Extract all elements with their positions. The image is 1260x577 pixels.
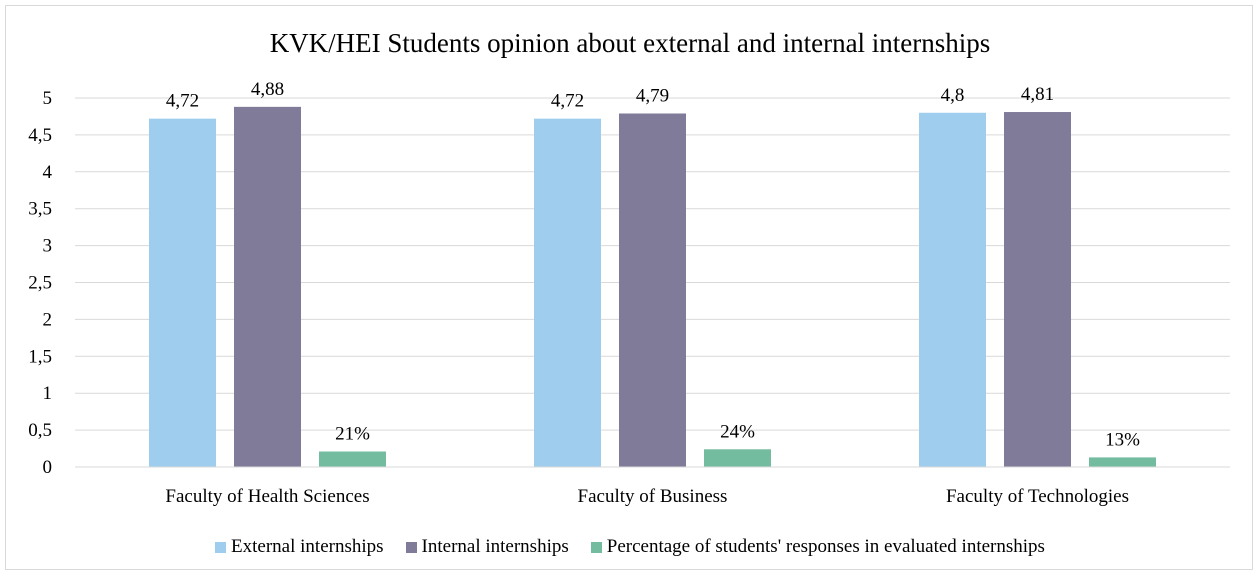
y-tick-label: 3,5 [28,199,52,220]
y-tick-label: 1 [43,383,53,404]
bar-internal [234,106,301,467]
data-label: 21% [335,424,370,445]
chart-title: KVK/HEI Students opinion about external … [269,28,991,58]
bar-internal [1004,112,1071,467]
legend-swatch-internal [405,541,417,553]
bar-percentage [319,451,386,467]
x-category-label: Faculty of Health Sciences [165,486,369,507]
data-label: 13% [1105,429,1140,450]
bar-percentage [1089,457,1156,467]
data-label: 4,88 [251,79,284,100]
bar-external [534,118,601,467]
legend-swatch-percentage [590,541,602,553]
legend-label-internal: Internal internships [421,536,569,557]
legend-label-percentage: Percentage of students' responses in eva… [606,536,1045,557]
y-tick-label: 2 [43,309,53,330]
data-label: 4,8 [941,85,965,106]
y-tick-label: 4 [43,162,53,183]
bar-internal [619,113,686,468]
bar-external [919,112,986,467]
x-category-label: Faculty of Technologies [946,486,1129,507]
legend-item-internal: Internal internships [405,536,569,558]
legend-swatch-external [215,541,227,553]
y-tick-label: 2,5 [28,273,52,294]
y-tick-label: 0,5 [28,420,52,441]
data-label: 4,72 [551,91,584,112]
y-tick-label: 5 [43,88,53,109]
data-label: 4,79 [636,85,669,106]
data-label: 4,72 [166,91,199,112]
bar-percentage [704,449,771,467]
legend-item-percentage: Percentage of students' responses in eva… [590,536,1045,558]
y-tick-label: 1,5 [28,346,52,367]
x-category-label: Faculty of Business [578,486,728,507]
data-label: 24% [720,421,755,442]
legend-item-external: External internships [215,536,384,558]
chart-legend: External internships Internal internship… [0,536,1260,558]
bar-external [149,118,216,467]
y-tick-label: 4,5 [28,125,52,146]
y-tick-label: 3 [43,236,53,257]
data-label: 4,81 [1021,84,1054,105]
y-tick-label: 0 [43,457,53,478]
legend-label-external: External internships [231,536,384,557]
